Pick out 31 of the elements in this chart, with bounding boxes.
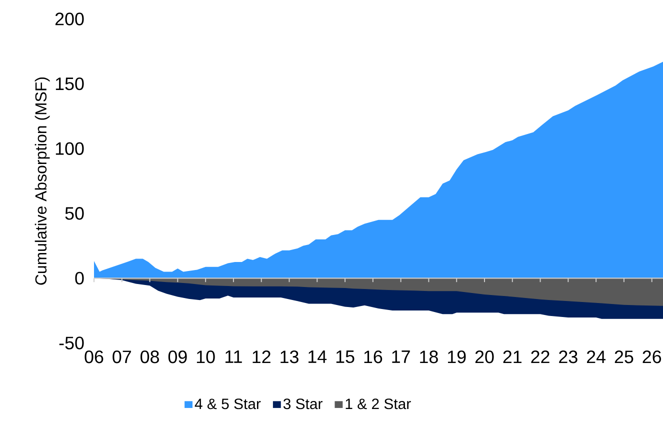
y-tick-label: -50 (59, 336, 84, 350)
x-tick-label: 19 (448, 350, 466, 364)
x-tick-label: 07 (112, 350, 131, 364)
x-tick-label: 25 (614, 350, 634, 364)
x-tick-label: 18 (420, 350, 438, 364)
x-tick-label: 16 (364, 350, 382, 364)
y-tick-label: 200 (55, 12, 84, 26)
x-tick-label: 08 (140, 350, 159, 364)
x-tick-label: 23 (559, 350, 578, 364)
x-tick-label: 12 (252, 350, 270, 364)
x-tick-label: 20 (475, 350, 494, 364)
x-tick-label: 13 (280, 350, 298, 364)
x-tick-label: 17 (392, 350, 410, 363)
y-tick-label: 0 (75, 272, 84, 285)
x-tick-label: 14 (308, 350, 327, 363)
x-tick-label: 10 (196, 350, 215, 364)
y-tick-label: 150 (56, 77, 84, 90)
x-tick-label: 11 (226, 350, 242, 363)
x-tick-label: 24 (587, 350, 606, 364)
x-tick-label: 26 (642, 350, 662, 364)
y-tick-label: 50 (65, 207, 84, 220)
x-tick-label: 06 (84, 350, 104, 364)
y-tick-label: 100 (56, 142, 84, 155)
legend-label: 3 Star (283, 398, 322, 410)
x-tick-label: 09 (168, 350, 187, 364)
legend-label: 4 & 5 Star (194, 398, 261, 410)
y-axis-title: Cumulative Absorption (MSF) (34, 78, 50, 285)
x-tick-label: 21 (503, 350, 522, 364)
x-tick-label: 15 (336, 350, 354, 364)
legend-label: 1 & 2 Star (346, 398, 411, 410)
x-tick-label: 22 (531, 350, 550, 364)
